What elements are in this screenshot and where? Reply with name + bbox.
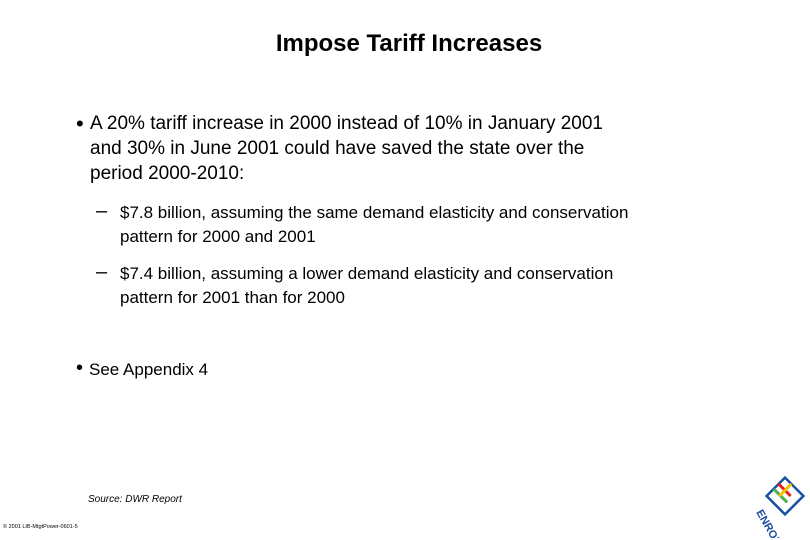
- bullet-line-2: and 30% in June 2001 could have saved th…: [90, 138, 585, 159]
- sub-bullet-line-2: pattern for 2000 and 2001: [120, 227, 316, 246]
- sub-bullet-same-elasticity: – $7.8 billion, assuming the same demand…: [96, 200, 756, 249]
- logo-bar-yellow: [778, 482, 793, 498]
- slide-title: Impose Tariff Increases: [275, 30, 543, 57]
- bullet-tariff-increase: • A 20% tariff increase in 2000 instead …: [76, 111, 716, 186]
- dash-marker: –: [96, 200, 108, 222]
- source-note: Source: DWR Report: [88, 494, 182, 505]
- bullet-appendix: • See Appendix 4: [76, 357, 208, 382]
- bullet-dot: •: [76, 357, 84, 379]
- copyright-footer: © 2001 LIB-MtgtPower-0601-5: [3, 524, 78, 530]
- dash-marker: –: [96, 261, 108, 283]
- logo-frame: [764, 475, 806, 517]
- bullet-dot: •: [76, 111, 84, 136]
- sub-bullet-lower-elasticity: – $7.4 billion, assuming a lower demand …: [96, 261, 756, 310]
- bullet-line-3: period 2000-2010:: [90, 163, 245, 184]
- sub-bullet-line-2: pattern for 2001 than for 2000: [120, 288, 345, 307]
- sub-bullet-line-1: $7.4 billion, assuming a lower demand el…: [120, 264, 614, 283]
- bullet-line-1: A 20% tariff increase in 2000 instead of…: [90, 113, 603, 134]
- appendix-text: See Appendix 4: [89, 360, 209, 379]
- sub-bullet-line-1: $7.8 billion, assuming the same demand e…: [120, 203, 629, 222]
- logo-wordmark: ENRON: [753, 508, 783, 538]
- enron-logo: ENRON: [753, 475, 806, 538]
